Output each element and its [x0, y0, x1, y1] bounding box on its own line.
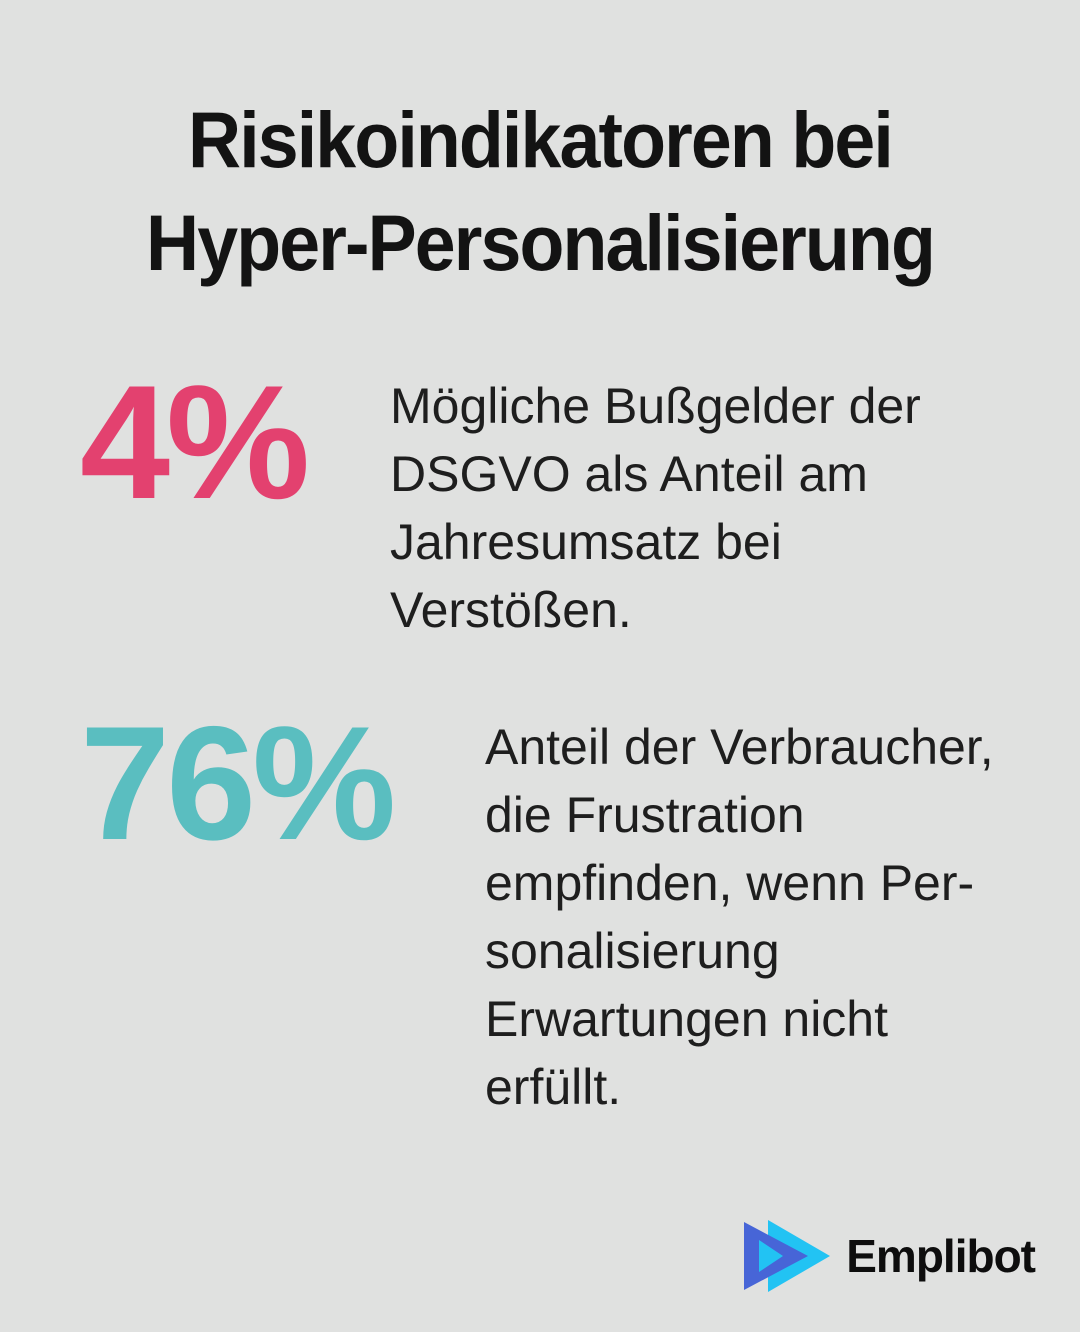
page-title-line-2: Hyper-Personalisierung: [146, 198, 936, 287]
page-title-line-1: Risikoindikatoren bei: [188, 95, 894, 184]
stat-block-fines: 4% Mögliche Bußgelder der DSGVO als Ante…: [80, 362, 921, 644]
stat-description-frustration: Anteil der Verbraucher, die Frustration …: [485, 713, 994, 1121]
page-title: Risikoindikatoren bei Hyper-Personalisie…: [38, 88, 1042, 294]
stat-description-line: DSGVO als Anteil am: [390, 446, 868, 502]
stat-description-line: die Frustration: [485, 787, 805, 843]
stat-description-fines: Mögliche Bußgelder der DSGVO als Anteil …: [390, 372, 921, 644]
stat-description-line: Mögliche Bußgelder der: [390, 378, 921, 434]
stat-description-line: sonalisierung: [485, 923, 780, 979]
stat-description-line: erfüllt.: [485, 1059, 622, 1115]
emplibot-logo: Emplibot: [744, 1220, 1036, 1292]
emplibot-play-triangles-icon: [744, 1220, 831, 1292]
inner-triangle-shape: [759, 1240, 784, 1272]
stat-description-line: Erwartungen nicht: [485, 991, 889, 1047]
emplibot-wordmark: Emplibot: [846, 1230, 1036, 1282]
stat-value-4-percent: 4%: [80, 352, 310, 533]
stat-description-line: Verstößen.: [390, 582, 632, 638]
stat-block-frustration: 76% Anteil der Verbraucher, die Frustrat…: [80, 703, 994, 1121]
stat-description-line: Jahresumsatz bei: [390, 514, 782, 570]
stat-description-line: Anteil der Verbraucher,: [485, 719, 994, 775]
stat-value-76-percent: 76%: [80, 693, 396, 874]
stat-description-line: empfinden, wenn Per-: [485, 855, 975, 911]
